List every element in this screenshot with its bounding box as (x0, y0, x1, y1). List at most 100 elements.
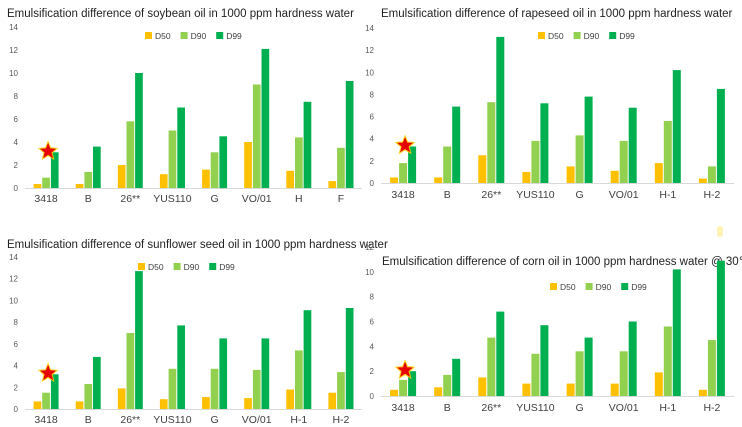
bar-d99-h1 (672, 70, 681, 183)
bar-d99-26 (135, 271, 143, 409)
bar-d50-g (566, 166, 575, 183)
bar-d99-3418 (50, 152, 59, 188)
bar-d50-yus110 (159, 399, 168, 409)
bar-d99-3418 (408, 146, 417, 183)
bar-d99-26 (496, 311, 505, 396)
y-tick-label: 12 (9, 275, 18, 284)
bar-d90-26 (126, 333, 135, 409)
bar-d99-3418 (408, 371, 417, 396)
x-category-label: VO/01 (242, 193, 272, 205)
chart-title: Emulsification difference of sunflower s… (7, 239, 388, 251)
bar-d90-b (443, 374, 452, 396)
bar-d90-yus110 (168, 368, 177, 409)
legend-label-d50: D50 (560, 282, 576, 292)
bar-d99-h (303, 101, 312, 189)
x-category-label: 3418 (391, 189, 415, 201)
bar-d50-26 (117, 165, 126, 188)
bar-d50-26 (478, 377, 487, 396)
legend-swatch-d90 (173, 263, 181, 270)
bar-d50-g (202, 397, 210, 409)
x-category-label: B (444, 402, 451, 414)
y-tick-label: 10 (365, 68, 374, 77)
bar-d50-3418 (390, 389, 399, 396)
x-category-label: VO/01 (609, 189, 639, 201)
bar-d99-g (219, 338, 228, 409)
bar-d50-26 (478, 155, 487, 183)
legend-label-d99: D99 (219, 262, 235, 272)
y-tick-label: 8 (14, 92, 19, 101)
bar-d50-yus110 (522, 383, 531, 396)
decorative-mark (717, 226, 723, 237)
bar-d99-b (452, 358, 461, 397)
bar-d90-h2 (337, 372, 345, 409)
bar-d90-g (575, 351, 584, 396)
x-category-label: B (85, 193, 92, 205)
x-category-label: G (576, 189, 584, 201)
x-category-label: YUS110 (153, 193, 191, 205)
bar-d90-b (84, 384, 93, 409)
bar-d99-vo01 (261, 48, 270, 189)
bar-d50-vo01 (244, 398, 252, 409)
y-tick-label: 2 (14, 383, 19, 392)
y-tick-label: 6 (14, 340, 19, 349)
x-category-label: H (295, 193, 303, 205)
bar-d90-g (575, 135, 584, 183)
bar-d99-26 (135, 73, 143, 188)
bar-d90-h1 (663, 121, 672, 183)
bar-d50-vo01 (244, 142, 252, 188)
bar-d90-yus110 (531, 140, 540, 183)
bar-d99-g (584, 96, 593, 183)
y-tick-label: 10 (9, 69, 18, 78)
bar-d99-b (93, 356, 101, 409)
y-tick-label: 12 (365, 243, 374, 252)
bar-d99-f (345, 81, 354, 188)
y-tick-label: 0 (370, 392, 375, 401)
bar-d50-h2 (698, 178, 707, 183)
x-category-label: B (85, 414, 92, 426)
bar-d50-f (328, 181, 337, 188)
chart-title: Emulsification difference of corn oil in… (382, 256, 742, 268)
y-tick-label: 12 (9, 46, 18, 55)
bar-d90-vo01 (252, 84, 261, 188)
legend-label-d99: D99 (619, 31, 635, 41)
bar-d90-f (337, 147, 345, 189)
legend-label-d90: D90 (184, 262, 200, 272)
legend-label-d90: D90 (584, 31, 600, 41)
bar-d50-3418 (33, 184, 42, 188)
star-marker (397, 137, 414, 153)
x-category-label: 26** (120, 193, 140, 205)
x-category-label: B (444, 189, 451, 201)
y-tick-label: 0 (14, 184, 19, 193)
chart-panel-2: Emulsification difference of rapeseed oi… (365, 8, 734, 201)
x-category-label: H-2 (332, 414, 349, 426)
bar-d50-h1 (654, 163, 663, 183)
star-marker (397, 361, 414, 377)
y-tick-label: 4 (370, 342, 375, 351)
y-tick-label: 6 (370, 113, 375, 122)
y-tick-label: 6 (370, 318, 375, 327)
y-tick-label: 10 (9, 296, 18, 305)
bar-d99-h2 (716, 260, 725, 396)
x-category-label: G (576, 402, 584, 414)
x-category-label: VO/01 (242, 414, 272, 426)
bar-d90-3418 (42, 177, 50, 188)
bar-d90-g (210, 152, 219, 188)
bar-d99-vo01 (628, 321, 637, 396)
y-tick-label: 8 (370, 293, 375, 302)
x-category-label: F (338, 193, 344, 205)
bar-d99-b (452, 106, 461, 183)
bar-d90-h1 (663, 326, 672, 396)
bar-d99-26 (496, 36, 505, 184)
bar-d90-26 (126, 121, 135, 188)
y-tick-label: 14 (9, 23, 18, 32)
legend-swatch-d50 (550, 283, 557, 290)
bar-d50-h1 (654, 372, 663, 396)
bar-d99-yus110 (540, 325, 549, 396)
legend-label-d50: D50 (148, 262, 164, 272)
legend-label-d99: D99 (226, 31, 242, 41)
bar-d50-h (286, 170, 294, 189)
x-category-label: G (211, 414, 219, 426)
y-tick-label: 4 (370, 135, 375, 144)
bar-d50-vo01 (610, 383, 619, 396)
